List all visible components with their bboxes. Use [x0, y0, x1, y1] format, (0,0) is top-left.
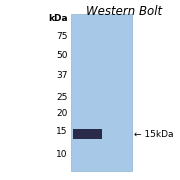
- Text: 15: 15: [56, 127, 68, 136]
- Text: 37: 37: [56, 71, 68, 80]
- Text: 20: 20: [57, 109, 68, 118]
- Text: 25: 25: [57, 93, 68, 102]
- Text: 75: 75: [56, 31, 68, 40]
- Text: 10: 10: [56, 150, 68, 159]
- Text: ← 15kDa: ← 15kDa: [134, 130, 174, 139]
- Text: Western Bolt: Western Bolt: [86, 4, 162, 17]
- Bar: [71, 14, 132, 171]
- Text: 50: 50: [56, 51, 68, 60]
- Text: kDa: kDa: [48, 14, 68, 22]
- Bar: [73, 129, 102, 139]
